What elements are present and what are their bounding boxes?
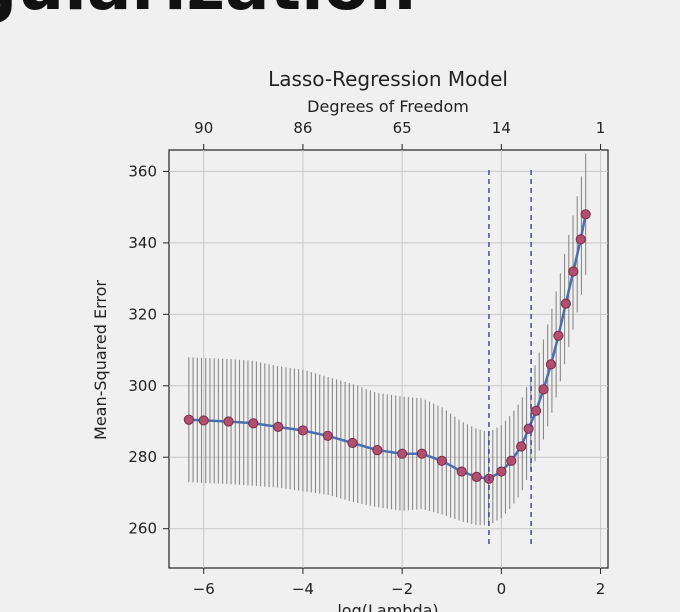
mse-point xyxy=(223,416,234,427)
top-ticks: 90 86 65 14 1 xyxy=(194,119,605,150)
mse-point xyxy=(198,415,209,426)
x-axis-label: log(Lambda) xyxy=(337,601,438,612)
mse-point xyxy=(575,234,586,245)
mse-point xyxy=(397,448,408,459)
x-tick-label: −4 xyxy=(292,580,314,598)
x-ticks: −6 −4 −2 0 2 xyxy=(193,568,606,598)
y-tick-label: 340 xyxy=(128,234,157,252)
mse-point xyxy=(248,418,259,429)
top-axis-label: Degrees of Freedom xyxy=(307,97,469,116)
top-tick-label: 86 xyxy=(293,119,312,137)
mse-point xyxy=(506,455,517,466)
top-tick-label: 90 xyxy=(194,119,213,137)
y-tick-label: 360 xyxy=(128,162,157,180)
y-tick-label: 260 xyxy=(128,520,157,538)
points xyxy=(183,209,591,484)
mse-point xyxy=(496,466,507,477)
mse-point xyxy=(372,445,383,456)
mse-point xyxy=(545,359,557,370)
plot-area xyxy=(168,149,609,569)
chart-title: Lasso-Regression Model xyxy=(268,67,508,91)
mse-point xyxy=(568,266,579,277)
mse-point xyxy=(516,441,527,452)
top-tick-label: 14 xyxy=(492,119,511,137)
mse-point xyxy=(347,437,358,449)
x-tick-label: 0 xyxy=(497,580,507,598)
mse-point xyxy=(322,430,333,441)
y-tick-label: 300 xyxy=(128,377,157,395)
mse-point xyxy=(580,209,591,220)
y-axis-label: Mean-Squared Error xyxy=(91,280,110,440)
mse-point xyxy=(560,298,571,309)
y-ticks: 260 280 300 320 340 360 xyxy=(128,162,169,538)
y-tick-label: 320 xyxy=(128,305,157,323)
grid xyxy=(169,150,608,568)
x-tick-label: −6 xyxy=(193,580,215,598)
mse-point xyxy=(297,425,309,436)
slide-title: gularization xyxy=(0,0,416,25)
mse-point xyxy=(436,455,447,466)
mse-point xyxy=(530,405,542,416)
mse-point xyxy=(538,384,549,395)
top-tick-label: 65 xyxy=(393,119,412,137)
vlines xyxy=(488,170,532,548)
top-tick-label: 1 xyxy=(596,119,606,137)
x-tick-label: −2 xyxy=(391,580,413,598)
mse-point xyxy=(471,471,482,482)
mse-point xyxy=(523,423,534,434)
mse-point xyxy=(456,466,467,477)
mse-point xyxy=(553,330,564,341)
mse-point xyxy=(273,421,284,432)
mse-point xyxy=(183,414,194,425)
mse-point xyxy=(416,448,428,459)
x-tick-label: 2 xyxy=(596,580,606,598)
y-tick-label: 280 xyxy=(128,448,157,466)
